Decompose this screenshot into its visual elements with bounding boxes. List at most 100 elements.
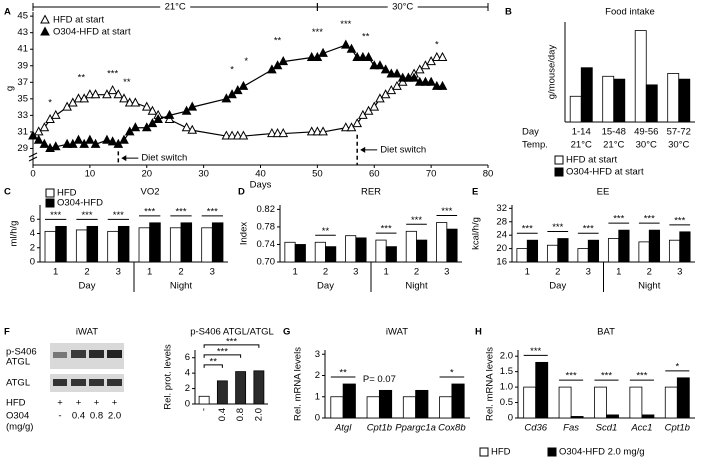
- blot-title: iWAT: [76, 327, 98, 338]
- data-point: [119, 134, 129, 144]
- x-tick-label: 3: [116, 267, 121, 278]
- bar: [535, 361, 549, 419]
- significance: *: [450, 368, 454, 379]
- bar: [645, 84, 658, 123]
- bar: [405, 230, 417, 263]
- axis-break: [28, 156, 38, 162]
- data-point: [397, 72, 408, 82]
- significance: ***: [674, 215, 685, 226]
- bar: [330, 396, 344, 419]
- y-tick-label: 31: [17, 126, 28, 137]
- temp-label: 30°C: [668, 140, 689, 151]
- y-tick-label: 20: [496, 243, 507, 254]
- legend-label: HFD: [491, 447, 511, 458]
- bar: [668, 239, 681, 263]
- significance: ***: [175, 206, 186, 217]
- significance: ***: [411, 215, 422, 226]
- bar: [198, 395, 210, 405]
- data-point: [90, 138, 101, 148]
- x-tick-label: 3: [353, 267, 358, 278]
- bar: [613, 78, 626, 123]
- bar: [416, 239, 428, 263]
- y-tick-label: 0: [315, 413, 320, 424]
- y-tick-label: 0: [185, 399, 190, 410]
- data-point: [369, 60, 380, 70]
- data-point: [340, 39, 351, 49]
- chart-title: EE: [597, 187, 610, 198]
- data-point: [392, 68, 402, 78]
- significance: ***: [226, 336, 237, 347]
- bar: [667, 73, 680, 123]
- data-point: [278, 56, 289, 66]
- x-tick-label: 57-72: [667, 127, 691, 138]
- x-tick-label: 80: [483, 169, 494, 180]
- data-point: [164, 109, 175, 119]
- legend-swatch: [45, 188, 55, 198]
- bar: [211, 222, 224, 263]
- data-point: [113, 89, 124, 99]
- chart-title: Food intake: [605, 7, 655, 18]
- bar: [385, 246, 397, 263]
- x-tick-label: 0.8: [235, 408, 246, 421]
- bar: [618, 229, 630, 263]
- y-tick-label: 0: [30, 257, 35, 268]
- bar: [607, 238, 620, 263]
- legend-label: O304-HFD 2.0 mg/g: [559, 447, 645, 458]
- temp-label-bg: [160, 1, 191, 13]
- x-tick-label: 2: [178, 267, 183, 278]
- significance: **: [123, 77, 131, 88]
- bar: [436, 222, 448, 263]
- data-point: [232, 130, 243, 140]
- x-tick-label: 1: [384, 267, 389, 278]
- y-axis-label: ml/h/g: [9, 221, 20, 247]
- treatment-label: (mg/g): [6, 422, 33, 433]
- bar: [86, 225, 99, 263]
- x-tick-label: 15-48: [602, 127, 626, 138]
- y-tick-label: 2: [185, 383, 190, 394]
- data-point: [141, 101, 152, 111]
- data-point: [363, 51, 374, 61]
- blot-band: [53, 379, 67, 386]
- bar: [664, 386, 678, 419]
- bar: [648, 229, 661, 263]
- y-tick-label: 0.5: [500, 397, 513, 408]
- row-label: Day: [522, 127, 539, 138]
- data-point: [221, 130, 232, 140]
- data-point: [386, 68, 397, 78]
- treatment-label: HFD: [6, 398, 26, 409]
- y-tick-label: 0.82: [257, 204, 276, 215]
- significance: **: [322, 226, 330, 237]
- data-point: [340, 122, 351, 132]
- legend-label: O304-HFD at start: [53, 27, 131, 38]
- y-axis-label: Rel. mRNA levels: [293, 347, 304, 421]
- chart-title: p-S406 ATGL/ATGL: [190, 327, 274, 338]
- bar: [570, 416, 584, 419]
- bar: [253, 370, 265, 405]
- y-tick-label: 0.74: [257, 239, 276, 250]
- significance: ***: [583, 224, 594, 235]
- x-tick-label: 3: [586, 267, 591, 278]
- panel-letter: C: [4, 187, 11, 198]
- bar: [516, 248, 528, 263]
- y-axis-label: g: [5, 86, 16, 91]
- bar: [415, 389, 429, 419]
- x-tick-label: 1: [525, 267, 530, 278]
- bar: [314, 241, 326, 263]
- treatment-mark: +: [112, 398, 118, 409]
- data-point: [107, 136, 118, 146]
- temp-label: 21°C: [571, 140, 592, 151]
- data-point: [50, 109, 61, 119]
- data-point: [318, 47, 328, 57]
- bar: [44, 230, 57, 263]
- significance: P= 0.07: [363, 374, 396, 385]
- x-tick-label: 1: [616, 267, 621, 278]
- bar: [523, 386, 537, 419]
- data-point: [28, 130, 38, 140]
- bar: [342, 383, 356, 419]
- significance: ***: [217, 346, 228, 357]
- x-tick-label: 0: [30, 169, 35, 180]
- dose-label: 0.8: [90, 411, 103, 422]
- legend-label: O304-HFD: [57, 198, 103, 209]
- significance: ***: [144, 206, 155, 217]
- y-axis-label: Rel. mRNA levels: [485, 347, 496, 421]
